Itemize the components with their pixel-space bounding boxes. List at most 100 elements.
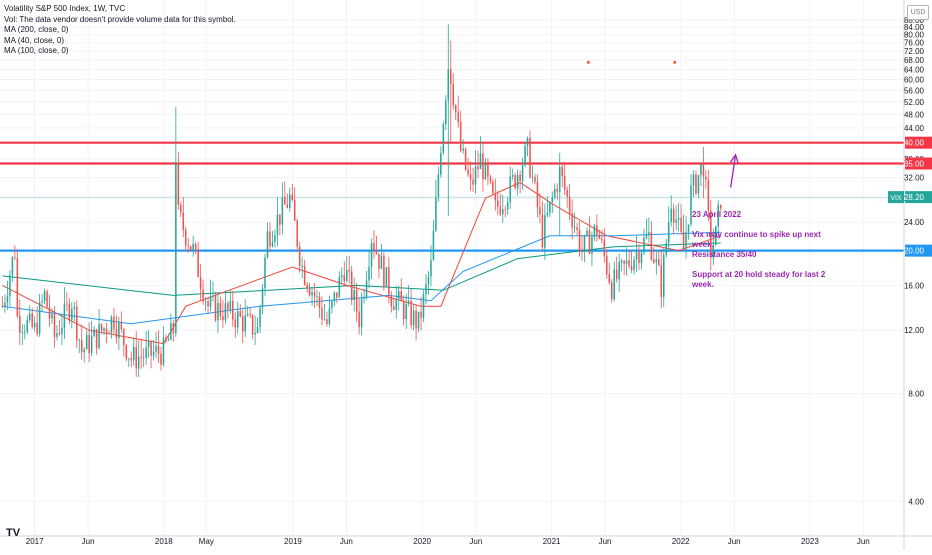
currency-badge[interactable]: USD: [907, 5, 929, 20]
candle-body: [316, 296, 318, 298]
candle-body: [289, 194, 291, 208]
arrow-shaft: [729, 154, 737, 188]
candle-body: [219, 302, 222, 317]
candle-body: [53, 314, 56, 337]
candle-body: [509, 176, 511, 203]
candle-body: [160, 353, 162, 365]
candle-body: [378, 253, 380, 269]
candle-body: [182, 212, 185, 230]
candle-body: [103, 328, 105, 331]
candle-body: [298, 246, 301, 267]
candle-body: [113, 316, 115, 330]
y-tick-label: 64.00: [904, 65, 925, 74]
candle-body: [197, 249, 199, 278]
candle-body: [672, 208, 675, 223]
candle-body: [660, 265, 663, 297]
legend-ma40: MA (40, close, 0): [4, 35, 65, 45]
candle-body: [695, 174, 697, 194]
candle-body: [561, 166, 563, 177]
candle-body: [303, 266, 306, 285]
candle-body: [51, 314, 53, 319]
x-tick-label: Jun: [599, 537, 612, 546]
candle-body: [395, 298, 398, 310]
candle-body: [26, 320, 29, 333]
candle-body: [125, 345, 128, 360]
candle-body: [402, 301, 405, 320]
candle-body: [383, 255, 385, 288]
arrow-head: [729, 153, 739, 164]
ma100-line: [2, 231, 721, 325]
candle-body: [145, 347, 147, 359]
candle-body: [665, 242, 668, 255]
level-price-label: 35.00: [904, 159, 925, 168]
x-tick-label: 2019: [284, 537, 302, 546]
note-line: Resistance 35/40: [692, 250, 757, 259]
candle-body: [719, 204, 722, 209]
candle-body: [591, 236, 593, 254]
candle-body: [487, 162, 489, 177]
candle-body: [472, 179, 474, 185]
x-tick-label: 2018: [155, 537, 173, 546]
candle-body: [536, 181, 539, 208]
candle-body: [80, 340, 83, 353]
candle-body: [454, 105, 457, 113]
candle-body: [175, 162, 177, 334]
candle-body: [301, 266, 303, 267]
candle-body: [256, 327, 259, 333]
candle-body: [601, 238, 603, 241]
y-tick-label: 56.00: [904, 86, 925, 95]
candle-body: [420, 311, 422, 318]
candle-body: [710, 210, 712, 258]
candle-body: [613, 269, 615, 300]
candle-body: [551, 197, 554, 202]
candle-body: [692, 174, 695, 186]
candle-body: [566, 189, 568, 197]
candle-body: [576, 227, 578, 230]
candle-body: [28, 313, 31, 321]
candle-body: [393, 306, 395, 310]
candle-body: [658, 259, 660, 266]
candle-body: [410, 300, 412, 326]
x-tick-label: 2020: [413, 537, 431, 546]
candle-body: [336, 292, 338, 298]
note-line: 23 April 2022: [692, 210, 742, 219]
candle-body: [615, 269, 618, 280]
candle-body: [531, 176, 534, 178]
candle-body: [457, 112, 459, 123]
candle-body: [177, 162, 180, 205]
candle-body: [427, 276, 430, 285]
candle-body: [397, 291, 400, 299]
candle-body: [360, 298, 363, 328]
candle-body: [202, 289, 204, 302]
candle-body: [222, 316, 224, 321]
candle-body: [147, 341, 150, 348]
candle-body: [259, 307, 261, 328]
candle-body: [88, 335, 90, 354]
tradingview-logo[interactable]: TV: [6, 527, 21, 539]
candle-body: [492, 181, 494, 194]
marker-dot: [673, 60, 677, 64]
candle-body: [502, 209, 504, 215]
candle-body: [630, 266, 633, 271]
x-tick-label: Jun: [857, 537, 870, 546]
candle-body: [165, 337, 167, 341]
level-price-tag: [905, 136, 932, 149]
candle-body: [407, 300, 410, 304]
candle-body: [140, 356, 142, 358]
candle-body: [449, 69, 452, 84]
legend-title: Volatility S&P 500 Index, 1W, TVC: [4, 4, 126, 13]
candle-body: [648, 232, 650, 236]
candle-body: [544, 215, 546, 248]
candle-body: [670, 208, 672, 223]
candle-body: [95, 329, 98, 348]
candle-body: [464, 148, 467, 170]
candle-body: [227, 303, 229, 310]
candle-body: [638, 251, 640, 264]
candle-body: [375, 250, 378, 254]
candle-body: [318, 296, 321, 308]
candle-body: [388, 267, 390, 296]
candle-body: [586, 230, 588, 236]
candle-body: [685, 232, 687, 251]
